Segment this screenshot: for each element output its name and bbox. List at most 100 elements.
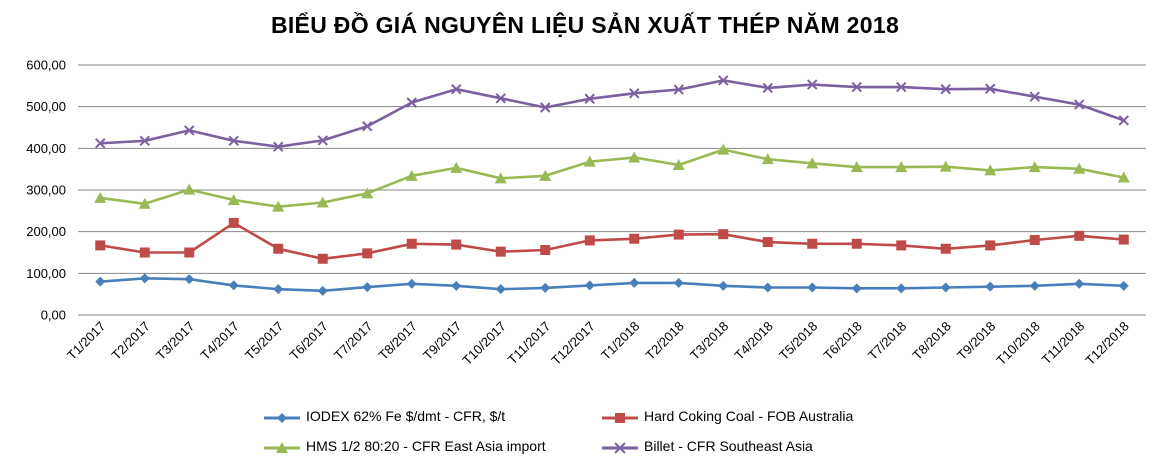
data-point bbox=[450, 161, 463, 173]
data-point bbox=[362, 121, 373, 132]
data-point bbox=[540, 102, 551, 113]
series-line bbox=[100, 276, 1124, 293]
x-tick-label: T2/2018 bbox=[643, 319, 687, 363]
x-tick-label: T11/2018 bbox=[1039, 319, 1088, 368]
data-point bbox=[406, 278, 417, 289]
data-point bbox=[1073, 162, 1086, 174]
data-point bbox=[228, 280, 239, 291]
x-tick-label: T4/2018 bbox=[732, 319, 776, 363]
data-point bbox=[629, 233, 640, 244]
data-point bbox=[673, 277, 684, 288]
data-point bbox=[762, 282, 773, 293]
series-group bbox=[94, 75, 1130, 296]
data-point bbox=[895, 161, 908, 173]
series-line bbox=[100, 79, 1125, 148]
data-point bbox=[405, 169, 418, 181]
data-point bbox=[673, 229, 684, 240]
series-square bbox=[95, 217, 1129, 264]
y-tick-label: 300,00 bbox=[26, 183, 66, 198]
data-point bbox=[1029, 91, 1040, 102]
y-axis-ticks: 0,00 100,00 200,00 300,00 400,00 500,00 600,00 bbox=[26, 58, 66, 323]
data-point bbox=[406, 238, 417, 249]
legend-label-iodex: IODEX 62% Fe $/dmt - CFR, $/t bbox=[306, 408, 506, 424]
x-tick-label: T2/2017 bbox=[109, 319, 153, 363]
legend-label-coal: Hard Coking Coal - FOB Australia bbox=[644, 408, 854, 424]
data-point bbox=[985, 240, 996, 251]
data-point bbox=[717, 143, 730, 155]
data-point bbox=[806, 157, 819, 169]
x-tick-label: T8/2017 bbox=[376, 319, 420, 363]
data-point bbox=[183, 183, 196, 195]
data-point bbox=[228, 217, 239, 228]
x-tick-label: T6/2017 bbox=[287, 319, 331, 363]
data-point bbox=[629, 88, 640, 99]
data-point bbox=[139, 247, 150, 258]
data-point bbox=[985, 281, 996, 292]
gridlines bbox=[78, 64, 1146, 274]
data-point bbox=[1074, 99, 1085, 110]
x-tick-label: T4/2017 bbox=[198, 319, 242, 363]
data-point bbox=[939, 160, 952, 172]
legend-label-billet: Billet - CFR Southeast Asia bbox=[644, 438, 813, 454]
data-point bbox=[540, 245, 551, 255]
y-tick-label: 200,00 bbox=[26, 224, 66, 239]
data-point bbox=[940, 243, 951, 254]
data-point bbox=[584, 93, 595, 104]
data-point bbox=[94, 191, 107, 203]
data-point bbox=[850, 161, 863, 173]
data-point bbox=[495, 246, 506, 257]
data-point bbox=[807, 282, 818, 293]
data-point bbox=[317, 285, 328, 296]
data-point bbox=[316, 196, 329, 208]
data-point bbox=[940, 83, 951, 95]
data-point bbox=[851, 81, 862, 93]
data-point bbox=[718, 75, 729, 86]
x-tick-label: T12/2017 bbox=[548, 319, 597, 368]
data-point bbox=[985, 83, 996, 94]
legend-marker-triangle-icon bbox=[264, 442, 300, 453]
x-tick-label: T9/2018 bbox=[954, 319, 998, 363]
data-point bbox=[807, 238, 818, 249]
series-line bbox=[100, 148, 1125, 208]
data-point bbox=[451, 83, 462, 95]
data-point bbox=[495, 93, 506, 104]
series-line bbox=[100, 221, 1124, 261]
data-point bbox=[184, 274, 195, 285]
data-point bbox=[583, 155, 596, 167]
x-tick-label: T7/2018 bbox=[865, 319, 909, 363]
y-tick-label: 500,00 bbox=[26, 99, 66, 114]
data-point bbox=[273, 243, 284, 254]
data-point bbox=[95, 138, 106, 149]
data-point bbox=[451, 239, 462, 250]
x-tick-label: T7/2017 bbox=[331, 319, 375, 363]
data-point bbox=[762, 237, 773, 248]
data-point bbox=[1118, 280, 1129, 291]
data-point bbox=[1118, 234, 1129, 245]
data-point bbox=[1074, 230, 1085, 241]
data-point bbox=[629, 277, 640, 288]
data-point bbox=[184, 125, 195, 136]
x-tick-label: T6/2018 bbox=[821, 319, 865, 363]
data-point bbox=[95, 276, 106, 287]
series-diamond bbox=[95, 273, 1129, 296]
data-point bbox=[184, 247, 195, 258]
data-point bbox=[451, 280, 462, 291]
data-point bbox=[718, 229, 729, 240]
data-point bbox=[851, 238, 862, 249]
data-point bbox=[673, 84, 684, 95]
legend-marker-diamond-icon bbox=[264, 413, 300, 423]
data-point bbox=[718, 280, 729, 291]
data-point bbox=[1029, 280, 1040, 291]
y-tick-label: 400,00 bbox=[26, 141, 66, 156]
data-point bbox=[1028, 161, 1041, 173]
series-x bbox=[95, 75, 1129, 152]
data-point bbox=[95, 240, 106, 251]
series-triangle bbox=[94, 143, 1130, 212]
data-point bbox=[896, 240, 907, 251]
x-tick-label: T9/2017 bbox=[420, 319, 464, 363]
y-tick-label: 100,00 bbox=[26, 266, 66, 281]
data-point bbox=[1118, 115, 1129, 126]
x-tick-label: T10/2018 bbox=[993, 319, 1042, 368]
data-point bbox=[362, 248, 373, 259]
x-tick-label: T5/2018 bbox=[776, 319, 820, 363]
